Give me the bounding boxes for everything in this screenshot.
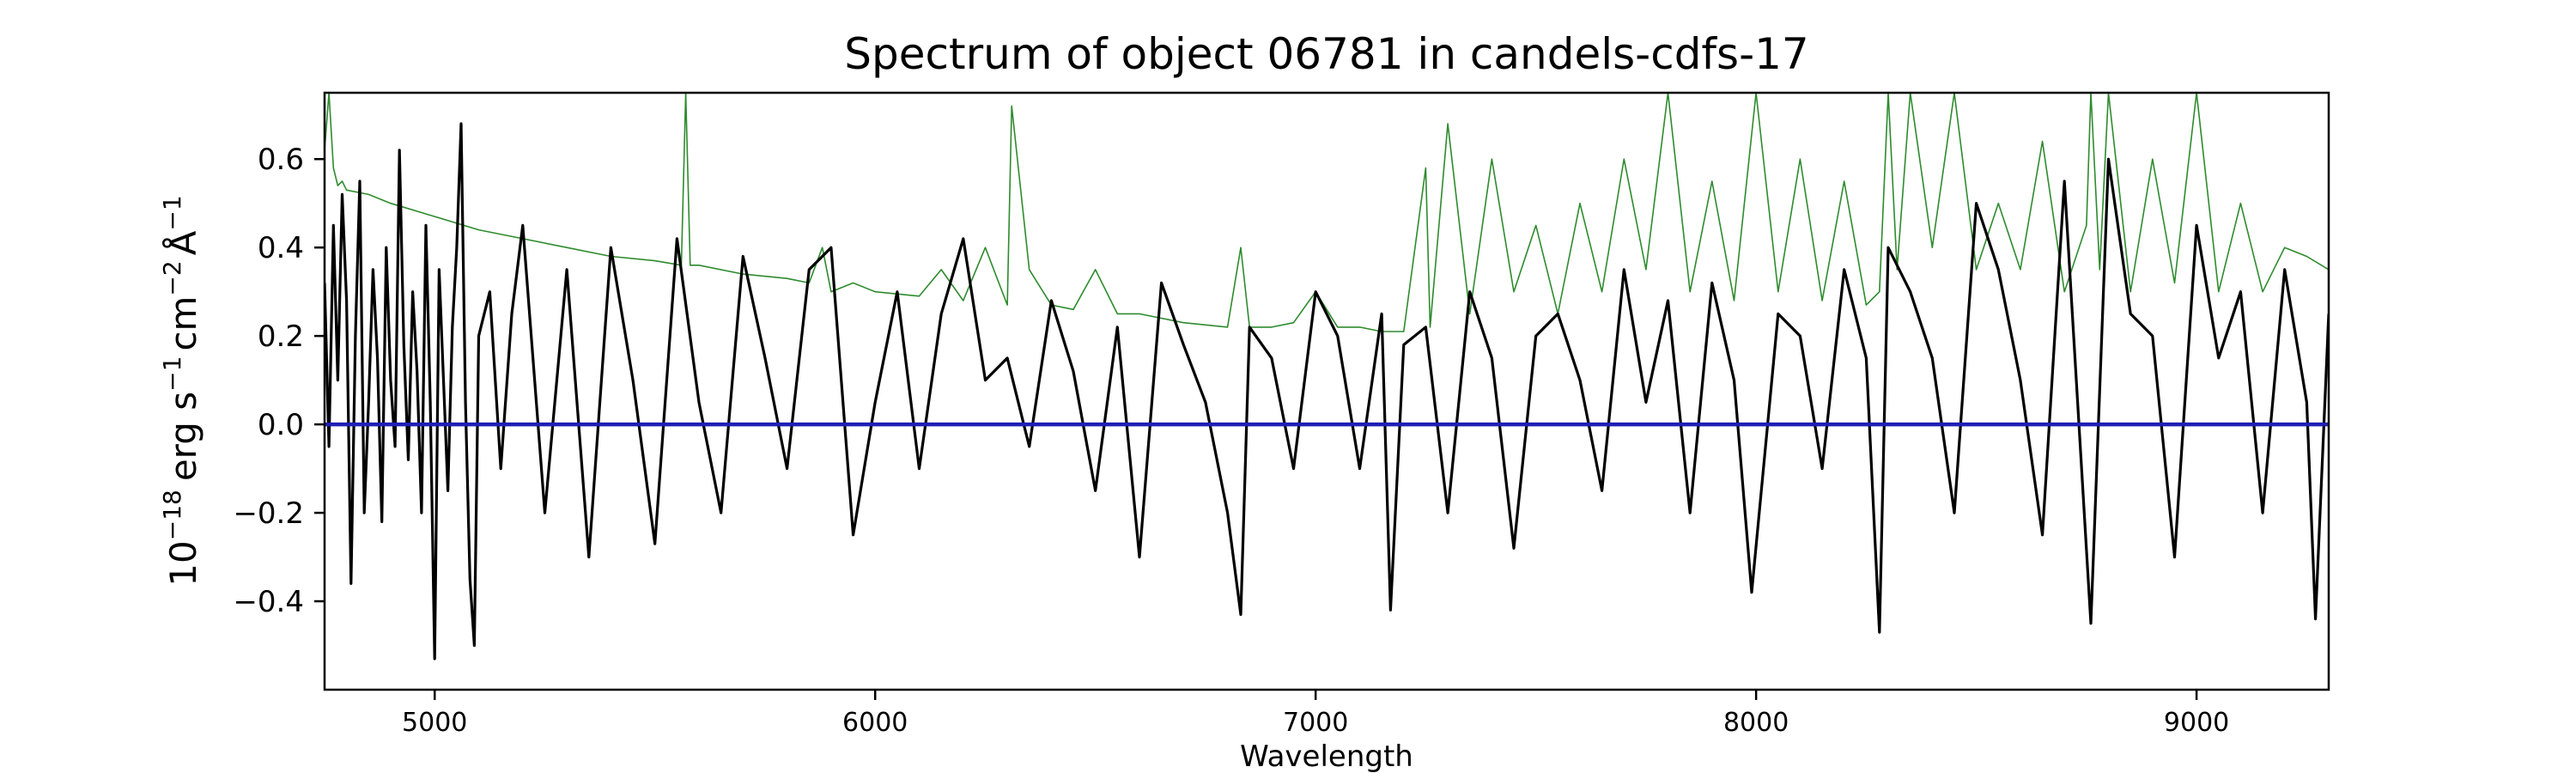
y-axis-label-angstrom-exp: −1 <box>158 195 186 230</box>
plot-border <box>323 91 2330 691</box>
y-axis-label: 10−18erg s−1cm−2Å−1 <box>158 195 204 586</box>
y-axis-label-s-exp: −1 <box>158 356 186 392</box>
y-tick-label: 0.4 <box>258 231 304 265</box>
y-axis-label-cm: cm <box>162 296 204 351</box>
x-tick-label: 6000 <box>842 708 908 738</box>
flux-series-line <box>325 122 2329 660</box>
x-tick-label: 9000 <box>2164 708 2229 738</box>
plot-frame <box>325 93 2329 690</box>
y-axis-label-exp: −18 <box>158 490 186 540</box>
y-tick-label: 0.6 <box>258 143 304 177</box>
y-axis: −0.4 −0.2 0.0 0.2 0.4 0.6 <box>233 143 325 619</box>
y-axis-label-cm-exp: −2 <box>158 260 186 295</box>
x-axis: 5000 6000 7000 8000 9000 <box>402 690 2229 738</box>
x-tick-label: 7000 <box>1283 708 1348 738</box>
series-layer <box>325 93 2329 660</box>
x-tick-label: 5000 <box>402 708 467 738</box>
plot-area <box>323 91 2330 691</box>
y-tick-label: 0.0 <box>258 408 304 442</box>
y-axis-label-erg: erg s <box>162 392 204 481</box>
y-tick-label: −0.2 <box>233 496 304 531</box>
y-axis-label-angstrom: Å <box>161 230 204 255</box>
y-axis-label-base: 10 <box>162 540 204 586</box>
y-tick-label: −0.4 <box>233 585 304 619</box>
x-tick-label: 8000 <box>1723 708 1789 738</box>
y-tick-label: 0.2 <box>258 320 304 354</box>
chart-title: Spectrum of object 06781 in candels-cdfs… <box>844 29 1809 79</box>
x-axis-label: Wavelength <box>1240 740 1413 773</box>
error-series-line <box>325 93 2329 332</box>
